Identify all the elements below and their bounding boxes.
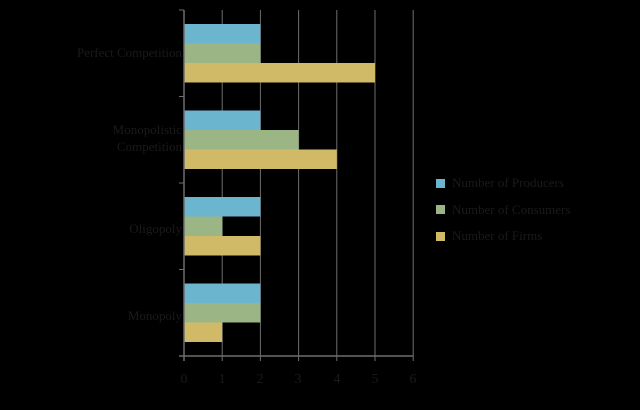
legend-item-firms: Number of Firms xyxy=(436,223,570,250)
legend-item-consumers: Number of Consumers xyxy=(436,197,570,224)
bar xyxy=(184,322,223,342)
bar xyxy=(184,149,337,169)
x-tick-3: 3 xyxy=(294,372,302,387)
category-label-text: Perfect Competition xyxy=(76,45,182,60)
legend-label: Number of Producers xyxy=(452,175,564,191)
bar xyxy=(184,43,261,63)
bar xyxy=(184,197,261,217)
legend-label: Number of Consumers xyxy=(452,201,571,217)
category-label-perfect-competition: Perfect Competition xyxy=(77,44,182,61)
category-label-text: Monopoly xyxy=(127,308,182,323)
legend-swatch-consumers xyxy=(436,205,445,215)
category-label-oligopoly: Oligopoly xyxy=(129,220,182,237)
category-label-line2: Competition xyxy=(117,139,182,154)
x-tick-1: 1 xyxy=(218,372,226,387)
category-label-monopolistic-competition: Monopolistic Competition xyxy=(113,121,182,155)
legend-item-producers: Number of Producers xyxy=(436,170,570,197)
bar xyxy=(184,130,299,150)
legend: Number of Producers Number of Consumers … xyxy=(436,170,570,250)
bar xyxy=(184,24,261,44)
bar xyxy=(184,303,261,323)
category-label-line1: Monopolistic xyxy=(112,122,182,137)
legend-label: Number of Firms xyxy=(452,228,543,244)
bar xyxy=(184,63,375,83)
x-tick-2: 2 xyxy=(256,372,264,387)
bar xyxy=(184,236,261,256)
legend-swatch-firms xyxy=(436,231,445,241)
x-tick-5: 5 xyxy=(371,372,379,387)
x-tick-0: 0 xyxy=(180,372,188,387)
bar xyxy=(184,216,223,236)
x-tick-4: 4 xyxy=(333,372,341,387)
category-label-monopoly: Monopoly xyxy=(128,307,182,324)
category-label-text: Oligopoly xyxy=(129,221,182,236)
x-tick-6: 6 xyxy=(409,372,417,387)
legend-swatch-producers xyxy=(436,178,445,188)
bar xyxy=(184,110,261,130)
bar xyxy=(184,283,261,303)
